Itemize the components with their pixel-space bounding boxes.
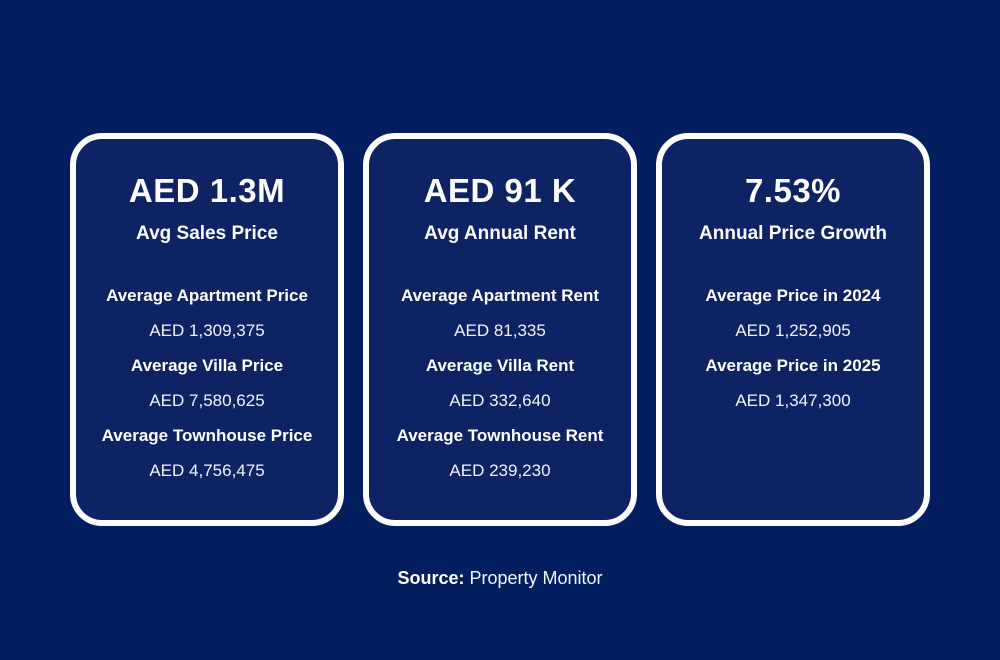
card-stats: Average Apartment Price AED 1,309,375 Av… [76,278,338,488]
stat-label: Average Apartment Rent [400,286,600,305]
stat-value: AED 81,335 [454,321,546,340]
card-headline: AED 91 K [423,172,577,209]
stat-card-annual-price-growth: 7.53% Annual Price Growth Average Price … [656,133,930,526]
stat-label: Average Villa Rent [425,356,575,375]
card-stats: Average Price in 2024 AED 1,252,905 Aver… [662,278,924,418]
stat-value: AED 1,252,905 [735,321,851,340]
stat-value: AED 239,230 [449,461,551,480]
source-value: Property Monitor [464,568,603,588]
card-headline: 7.53% [744,172,842,209]
stat-label: Average Price in 2025 [705,356,881,375]
stat-label: Average Villa Price [130,356,284,375]
card-subtitle: Avg Annual Rent [424,223,576,244]
stat-value: AED 1,347,300 [735,391,851,410]
stat-label: Average Price in 2024 [705,286,881,305]
stat-cards-row: AED 1.3M Avg Sales Price Average Apartme… [0,133,1000,526]
card-headline: AED 1.3M [128,172,286,209]
stat-label: Average Townhouse Rent [396,426,604,445]
card-stats: Average Apartment Rent AED 81,335 Averag… [369,278,631,488]
stat-card-avg-sales-price: AED 1.3M Avg Sales Price Average Apartme… [70,133,344,526]
stat-label: Average Apartment Price [106,286,308,305]
stat-value: AED 7,580,625 [149,391,265,410]
stat-value: AED 4,756,475 [149,461,265,480]
source-label: Source: [397,568,465,588]
card-subtitle: Avg Sales Price [136,223,278,244]
stat-label: Average Townhouse Price [101,426,313,445]
card-subtitle: Annual Price Growth [699,223,887,244]
stat-value: AED 1,309,375 [149,321,265,340]
stat-card-avg-annual-rent: AED 91 K Avg Annual Rent Average Apartme… [363,133,637,526]
stat-value: AED 332,640 [449,391,551,410]
source-attribution: Source: Property Monitor [0,566,1000,591]
